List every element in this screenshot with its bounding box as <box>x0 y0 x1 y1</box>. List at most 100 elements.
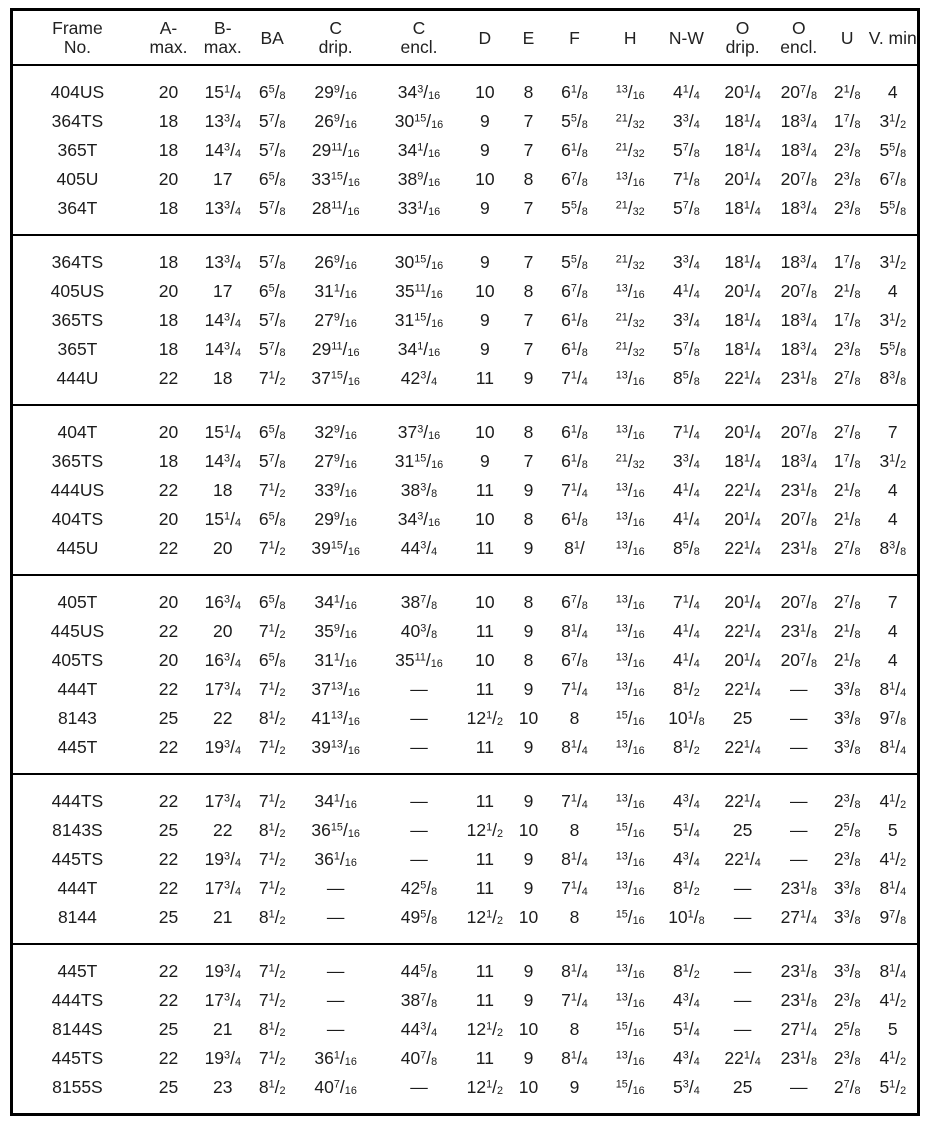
cell-b-max: 20 <box>213 621 233 641</box>
cell-o-encl: 231/8 <box>780 961 817 981</box>
cell-a-max: 22 <box>158 480 179 500</box>
cell-d: 11 <box>475 480 494 500</box>
cell-u: 25/8 <box>833 1019 861 1039</box>
cell-h: 13/16 <box>615 849 645 869</box>
cell-a-max: 22 <box>158 737 179 757</box>
cell-u: 23/8 <box>833 1048 861 1068</box>
cell-u: 17/8 <box>833 310 861 330</box>
cell-u: 27/8 <box>833 538 861 558</box>
cell-c-encl: — <box>377 737 460 758</box>
frame-no-cell: 8143S <box>52 820 103 840</box>
cell-c-drip: 3315/16 <box>311 169 360 189</box>
cell-c-drip: 299/16 <box>314 509 357 529</box>
cell-ba: 81/2 <box>258 708 286 728</box>
cell-e: 9 <box>523 679 534 699</box>
no-value-dash: — <box>326 878 345 898</box>
cell-d: 9 <box>479 252 490 272</box>
frame-no-cell: 8155S <box>52 1077 103 1097</box>
cell-n-w: 85/8 <box>673 538 700 558</box>
cell-n-w: 57/8 <box>673 140 700 160</box>
cell-d: 9 <box>479 310 490 330</box>
cell-u: 25/8 <box>833 820 861 840</box>
cell-ba: 71/2 <box>258 621 286 641</box>
frame-no-cell: 445T <box>57 737 98 757</box>
cell-n-w: 43/4 <box>673 849 700 869</box>
cell-a-max: 25 <box>158 1077 179 1097</box>
cell-n-w: 81/2 <box>673 878 700 898</box>
cell-e: 9 <box>523 878 534 898</box>
cell-b-max: 22 <box>213 708 233 728</box>
cell-n-w: 33/4 <box>673 111 700 131</box>
cell-a-max: 18 <box>158 111 179 131</box>
table-row: 365TS 18 143/4 57/8 279/16 3115/16 9 7 61/8 21/32… <box>13 447 917 476</box>
cell-u: 23/8 <box>833 339 861 359</box>
cell-h: 13/16 <box>615 592 645 612</box>
cell-c-encl: 423/4 <box>400 368 438 388</box>
cell-a-max: 25 <box>158 708 179 728</box>
cell-b-max: 163/4 <box>204 592 241 612</box>
no-value-dash: — <box>326 961 345 981</box>
cell-o-drip: — <box>714 990 772 1011</box>
cell-c-drip: 339/16 <box>314 480 357 500</box>
cell-a-max: 22 <box>158 368 179 388</box>
no-value-dash: — <box>410 1077 428 1097</box>
cell-o-encl: 207/8 <box>780 592 817 612</box>
cell-c-drip: 2811/16 <box>311 198 360 218</box>
cell-c-encl: 341/16 <box>397 140 441 160</box>
cell-c-drip: 269/16 <box>314 111 357 131</box>
cell-e: 8 <box>523 592 534 612</box>
cell-f: 81/4 <box>561 737 588 757</box>
cell-c-encl: 3511/16 <box>395 281 443 301</box>
cell-v-min: 5 <box>887 820 898 840</box>
cell-c-encl: — <box>377 820 460 841</box>
cell-b-max: 193/4 <box>204 849 241 869</box>
cell-d: 11 <box>475 679 494 699</box>
cell-o-drip: 221/4 <box>724 368 761 388</box>
cell-ba: 71/2 <box>258 878 286 898</box>
table-row: 364T 18 133/4 57/8 2811/16 331/16 9 7 55/8 21/32 5… <box>13 194 917 223</box>
cell-c-drip: 311/16 <box>314 281 357 301</box>
cell-e: 8 <box>523 281 534 301</box>
cell-c-drip: 329/16 <box>314 422 357 442</box>
cell-ba: 57/8 <box>258 310 286 330</box>
cell-e: 9 <box>523 621 534 641</box>
cell-f: 81/4 <box>561 621 588 641</box>
cell-c-drip: — <box>294 961 377 982</box>
cell-o-encl: — <box>772 708 826 729</box>
no-value-dash: — <box>410 708 428 728</box>
cell-d: 10 <box>475 281 495 301</box>
column-header-v-min: V. min <box>868 27 917 48</box>
cell-u: 27/8 <box>833 368 861 388</box>
cell-u: 17/8 <box>833 451 861 471</box>
cell-h: 13/16 <box>615 961 645 981</box>
cell-a-max: 20 <box>158 592 179 612</box>
cell-u: 23/8 <box>833 791 861 811</box>
cell-f: 81/ <box>564 538 585 558</box>
no-value-dash: — <box>790 820 808 840</box>
cell-h: 13/16 <box>615 1048 645 1068</box>
no-value-dash: — <box>410 820 428 840</box>
cell-e: 9 <box>523 990 534 1010</box>
cell-d: 121/2 <box>466 708 504 728</box>
cell-f: 8 <box>569 1019 580 1039</box>
cell-a-max: 22 <box>158 990 179 1010</box>
cell-o-drip: 221/4 <box>724 849 761 869</box>
cell-h: 21/32 <box>615 198 645 218</box>
cell-u: 23/8 <box>833 849 861 869</box>
cell-c-drip: 341/16 <box>314 791 357 811</box>
cell-v-min: 81/4 <box>879 961 907 981</box>
row-group-3: 404T 20 151/4 65/8 329/16 373/16 10 8 61/8 13/16 7… <box>13 406 917 576</box>
frame-no-cell: 405T <box>57 592 98 612</box>
cell-e: 8 <box>523 82 534 102</box>
cell-o-drip: 25 <box>732 1077 753 1097</box>
cell-e: 9 <box>523 1048 534 1068</box>
table-row: 444U 22 18 71/2 3715/16 423/4 11 9 71/4 13/16 85/8… <box>13 364 917 393</box>
cell-c-drip: — <box>294 990 377 1011</box>
table-row: 8144S 25 21 81/2 — 443/4 121/2 10 8 15/16 51/4 — 271… <box>13 1015 917 1044</box>
cell-b-max: 151/4 <box>204 509 241 529</box>
cell-h: 15/16 <box>615 1077 645 1097</box>
cell-o-encl: — <box>772 791 826 812</box>
cell-b-max: 163/4 <box>204 650 241 670</box>
